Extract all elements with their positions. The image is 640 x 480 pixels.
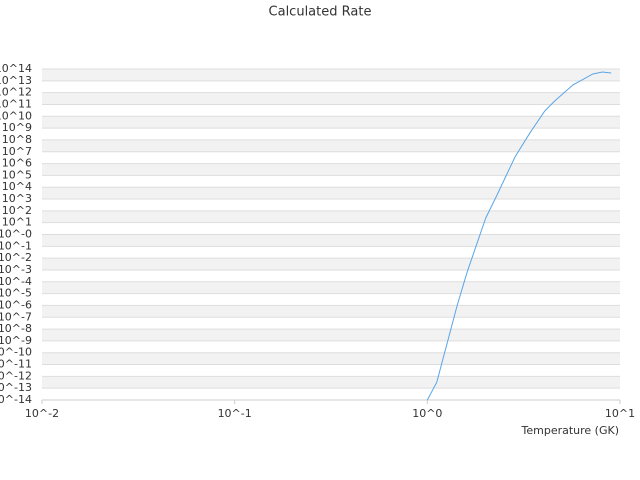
x-tick-label: 10^0 (412, 407, 442, 420)
y-tick-label: 10^9 (2, 121, 32, 134)
y-tick-label: 10^-4 (0, 275, 32, 288)
y-tick-label: 10^6 (2, 157, 32, 170)
y-tick-label: 10^10 (0, 109, 32, 122)
y-tick-label: 10^-12 (0, 369, 32, 382)
y-tick-label: 10^-6 (0, 298, 32, 311)
grid-band (42, 281, 620, 294)
y-tick-label: 10^-5 (0, 287, 32, 300)
grid-band (42, 69, 620, 81)
grid-band (42, 376, 620, 389)
y-tick-label: 10^7 (2, 145, 32, 158)
y-tick-label: 10^3 (2, 192, 32, 205)
x-tick-label: 10^-1 (218, 407, 252, 420)
x-tick-label: 10^-2 (25, 407, 59, 420)
x-axis-label: Temperature (GK) (521, 424, 620, 437)
grid-band (42, 139, 620, 152)
grid-band (42, 116, 620, 129)
grid-band (42, 258, 620, 270)
y-tick-label: 10^8 (2, 133, 32, 146)
x-tick-label: 10^1 (605, 407, 635, 420)
grid-band (42, 163, 620, 176)
grid-band (42, 187, 620, 200)
y-tick-label: 10^14 (0, 62, 32, 75)
y-tick-label: 10^-0 (0, 228, 32, 241)
y-tick-label: 10^2 (2, 204, 32, 217)
y-tick-label: 10^-9 (0, 334, 32, 347)
y-tick-label: 10^13 (0, 74, 32, 87)
y-tick-label: 10^-11 (0, 358, 32, 371)
grid-band (42, 329, 620, 341)
y-tick-label: 10^-14 (0, 393, 32, 406)
grid-band (42, 305, 620, 318)
y-tick-label: 10^-8 (0, 322, 32, 335)
y-tick-label: 10^-1 (0, 239, 32, 252)
chart-title: Calculated Rate (269, 5, 372, 20)
grid-band (42, 234, 620, 247)
grid-band (42, 92, 620, 105)
y-tick-label: 10^12 (0, 86, 32, 99)
y-tick-label: 10^-7 (0, 310, 32, 323)
y-tick-label: 10^4 (2, 180, 32, 193)
y-tick-label: 10^11 (0, 97, 32, 110)
grid-band (42, 210, 620, 223)
y-tick-label: 10^-3 (0, 263, 32, 276)
y-tick-label: 10^5 (2, 168, 32, 181)
y-tick-label: 10^1 (2, 216, 32, 229)
y-tick-label: 10^-13 (0, 381, 32, 394)
grid-band (42, 352, 620, 365)
data-line (426, 71, 612, 401)
y-tick-label: 10^-10 (0, 346, 32, 359)
y-tick-label: 10^-2 (0, 251, 32, 264)
